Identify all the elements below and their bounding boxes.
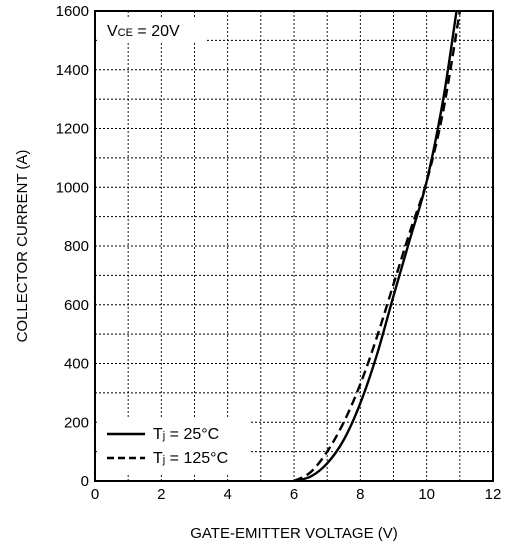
- x-tick-label: 0: [91, 486, 99, 503]
- y-tick-label: 1400: [56, 62, 89, 79]
- y-tick-label: 600: [64, 297, 89, 314]
- x-tick-label: 12: [485, 486, 502, 503]
- y-tick-label: 800: [64, 238, 89, 255]
- x-tick-label: 10: [418, 486, 435, 503]
- x-tick-label: 6: [290, 486, 298, 503]
- vce-annotation: VCE = 20V: [99, 17, 207, 43]
- y-tick-label: 0: [81, 473, 89, 490]
- y-tick-label: 1000: [56, 179, 89, 196]
- legend: Tj = 25°C Tj = 125°C: [99, 419, 249, 475]
- x-tick-label: 8: [356, 486, 364, 503]
- legend-background: [99, 419, 249, 475]
- vce-annotation-text: VCE = 20V: [107, 23, 180, 40]
- x-tick-label: 2: [157, 486, 165, 503]
- series-layer: [293, 10, 462, 483]
- grid: [95, 11, 493, 481]
- y-tick-label: 1200: [56, 121, 89, 138]
- y-tick-label: 200: [64, 414, 89, 431]
- y-tick-label: 400: [64, 356, 89, 373]
- plot-frame: [94, 10, 494, 482]
- x-axis-title: GATE-EMITTER VOLTAGE (V): [190, 525, 398, 542]
- series-line-25c: [293, 10, 458, 483]
- legend-label-125c: Tj = 125°C: [153, 450, 228, 467]
- tick-labels: 0 2 4 6 8 10 12 0 200 400 600 800 1000 1200 1400 1600: [56, 3, 502, 503]
- y-tick-label: 1600: [56, 3, 89, 20]
- x-tick-label: 4: [223, 486, 231, 503]
- legend-label-25c: Tj = 25°C: [153, 426, 219, 443]
- y-axis-title: COLLECTOR CURRENT (A): [14, 150, 31, 343]
